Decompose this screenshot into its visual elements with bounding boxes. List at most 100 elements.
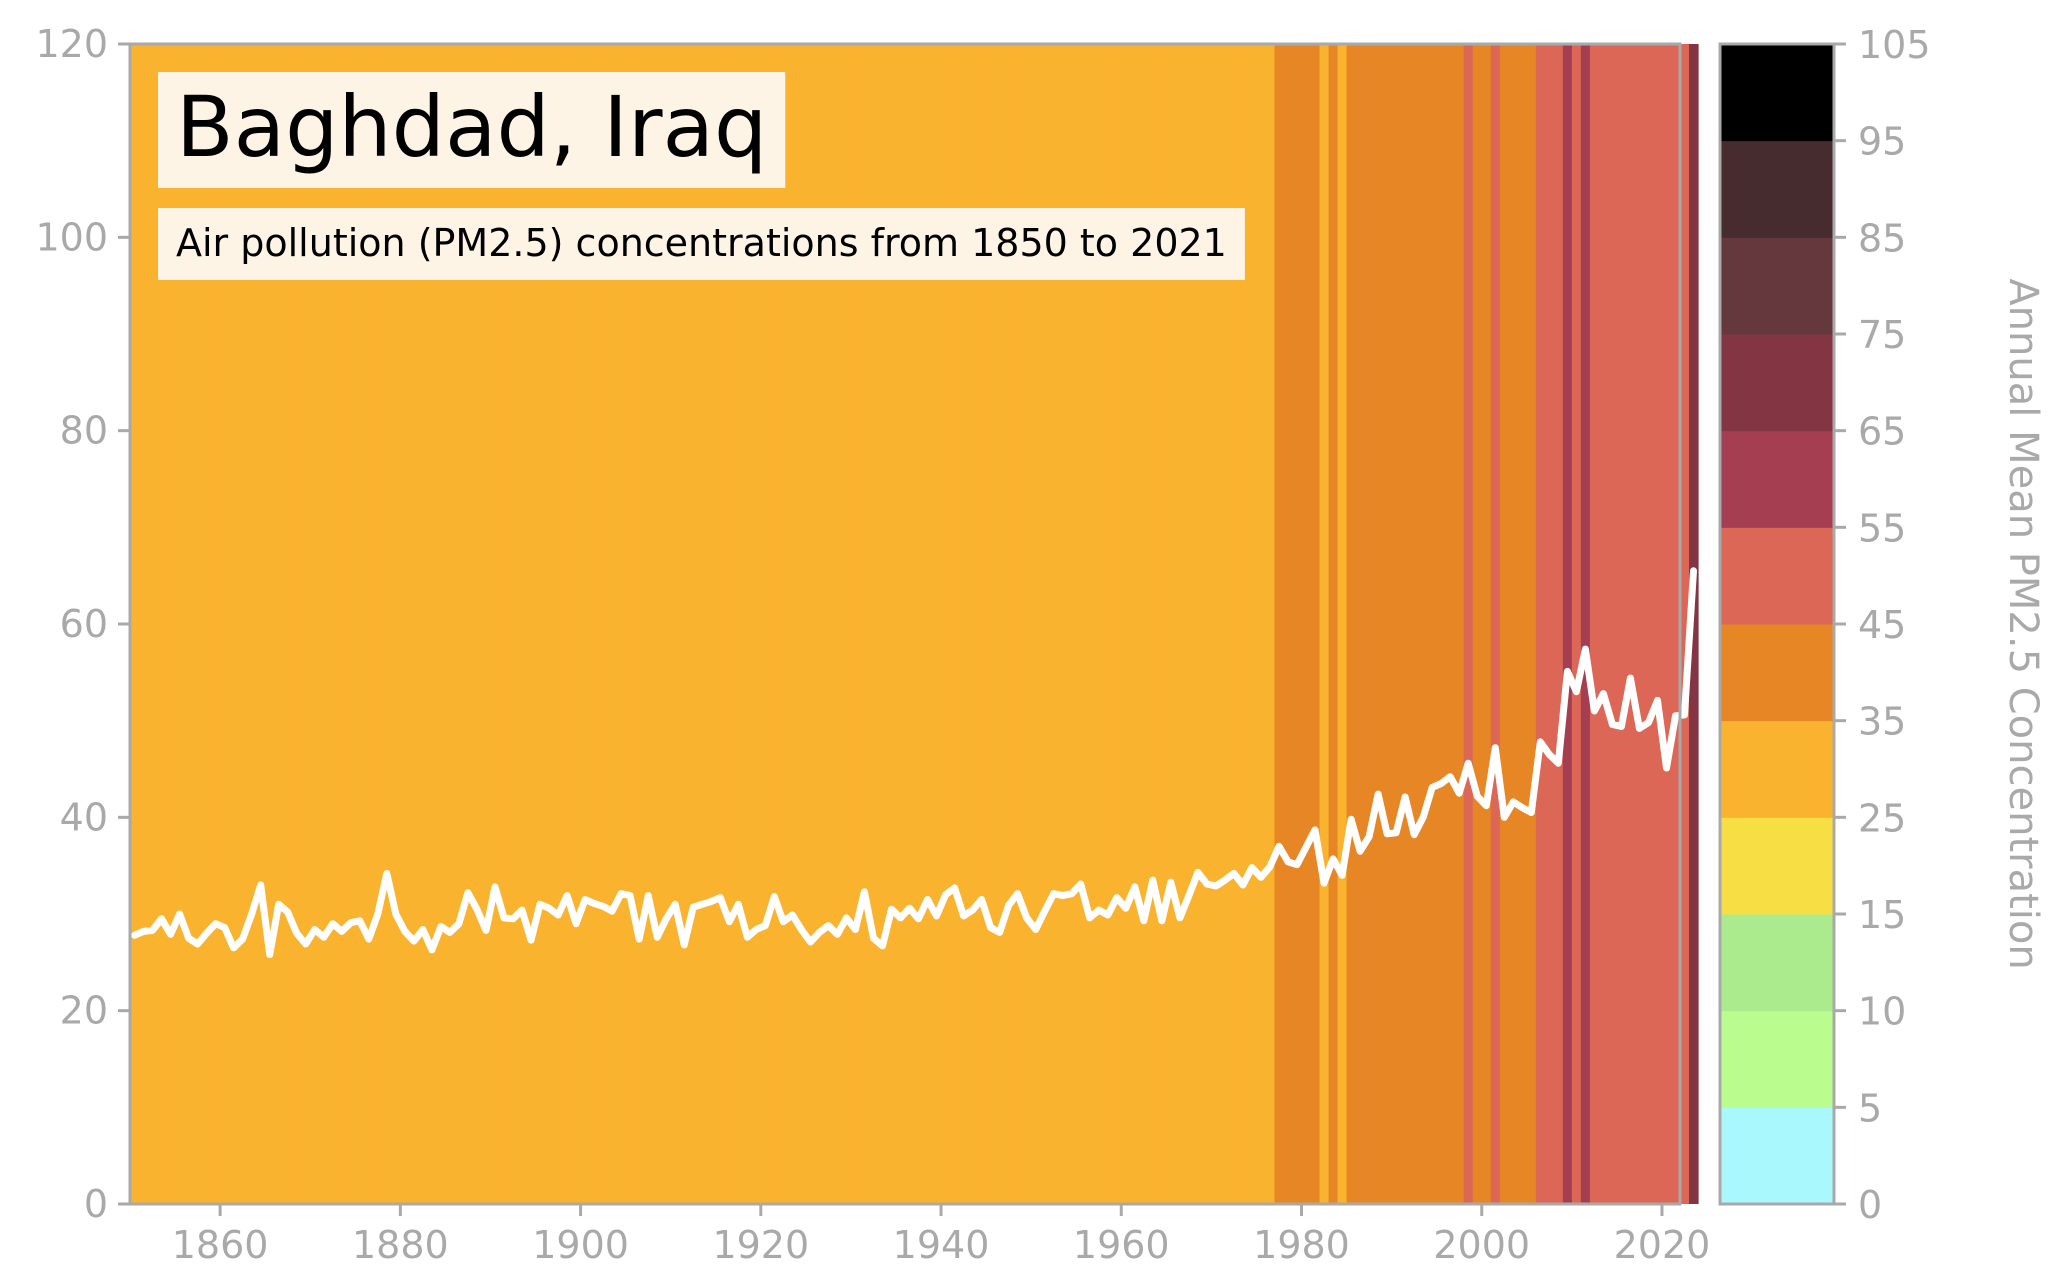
x-tick-label: 1880 [352,1223,449,1267]
year-stripe [310,44,320,1204]
year-stripe [1643,44,1654,1204]
year-stripe [1661,44,1672,1204]
x-tick-label: 1940 [893,1223,990,1267]
year-stripe [571,44,582,1204]
x-tick-label: 1900 [532,1223,629,1267]
colorbar-tick-label: 85 [1858,216,1906,260]
colorbar-tick-label: 15 [1858,893,1906,937]
year-stripe [1400,44,1411,1204]
colorbar-label: Annual Mean PM2.5 Concentration [2000,278,2046,969]
year-stripe [427,44,437,1204]
y-tick-label: 120 [35,22,108,66]
year-stripe [805,44,816,1204]
year-stripe [1526,44,1537,1204]
year-stripe [229,44,239,1204]
x-tick-label: 1920 [712,1223,809,1267]
year-stripe [959,44,969,1204]
year-stripe [1499,44,1510,1204]
year-stripe [1247,44,1258,1204]
year-stripe [796,44,807,1204]
colorbar-bin [1720,44,1834,142]
year-stripe [643,44,654,1204]
year-stripe [1436,44,1447,1204]
year-stripe [1139,44,1149,1204]
year-stripe [436,44,447,1204]
year-stripe [1121,44,1131,1204]
y-tick-label: 80 [60,409,108,453]
subtitle-group: Air pollution (PM2.5) concentrations fro… [158,208,1245,280]
year-stripe [1517,44,1528,1204]
year-stripe [1076,44,1086,1204]
colorbar-bin [1720,1010,1834,1108]
year-stripe [1283,44,1294,1204]
year-stripe [1184,44,1194,1204]
year-stripe [697,44,708,1204]
year-stripe [517,44,528,1204]
year-stripe [544,44,555,1204]
year-stripe [1301,44,1312,1204]
year-stripe [382,44,392,1204]
year-stripe [1634,44,1645,1204]
year-stripe [1454,44,1465,1204]
year-stripe [950,44,960,1204]
chart-subtitle: Air pollution (PM2.5) concentrations fro… [176,221,1227,265]
year-stripe [292,44,302,1204]
year-stripe [1022,44,1032,1204]
y-tick-label: 60 [60,602,108,646]
colorbar-bin [1720,817,1834,915]
pm25-line [131,567,1697,959]
year-stripe [724,44,735,1204]
x-axis: 1860 1880 1900 1920 1940 1960 1980 2000 2020 [172,1204,1710,1267]
x-tick-label: 2000 [1433,1223,1530,1267]
colorbar-bin [1720,720,1834,818]
year-stripe [166,44,176,1204]
year-stripe [1544,44,1555,1204]
year-stripe [634,44,645,1204]
year-stripe [1373,44,1384,1204]
year-stripe [769,44,780,1204]
year-stripe [1418,44,1429,1204]
year-stripe [706,44,717,1204]
year-stripe [1310,44,1321,1204]
year-stripe [1067,44,1077,1204]
year-stripe [598,44,609,1204]
year-stripe [148,44,158,1204]
year-stripe [1346,44,1357,1204]
year-stripe [1004,44,1014,1204]
year-stripe [472,44,483,1204]
chart-title: Baghdad, Iraq [176,78,767,176]
year-stripe [481,44,492,1204]
title-background [158,72,786,188]
colorbar-tick-label: 45 [1858,603,1906,647]
year-stripe [355,44,365,1204]
year-stripe [814,44,825,1204]
year-stripe [1652,44,1663,1204]
year-stripe [319,44,329,1204]
year-stripe [409,44,419,1204]
year-stripe [1148,44,1158,1204]
year-color-stripes [130,44,1699,1204]
year-stripe [868,44,879,1204]
year-stripe [490,44,501,1204]
year-stripe [877,44,888,1204]
year-stripe [337,44,347,1204]
year-stripe [661,44,672,1204]
subtitle-background [158,208,1245,280]
year-stripe [445,44,456,1204]
year-stripe [616,44,627,1204]
year-stripe [625,44,636,1204]
year-stripe [859,44,870,1204]
year-stripe [1382,44,1393,1204]
year-stripe [1409,44,1420,1204]
year-stripe [130,44,140,1204]
year-stripe [895,44,906,1204]
colorbar-bin [1720,237,1834,335]
year-stripe [1229,44,1240,1204]
year-stripe [454,44,465,1204]
year-stripe [274,44,284,1204]
year-stripe [1049,44,1059,1204]
year-stripe [247,44,257,1204]
year-stripe [1670,44,1681,1204]
year-stripe [850,44,861,1204]
year-stripe [1103,44,1113,1204]
